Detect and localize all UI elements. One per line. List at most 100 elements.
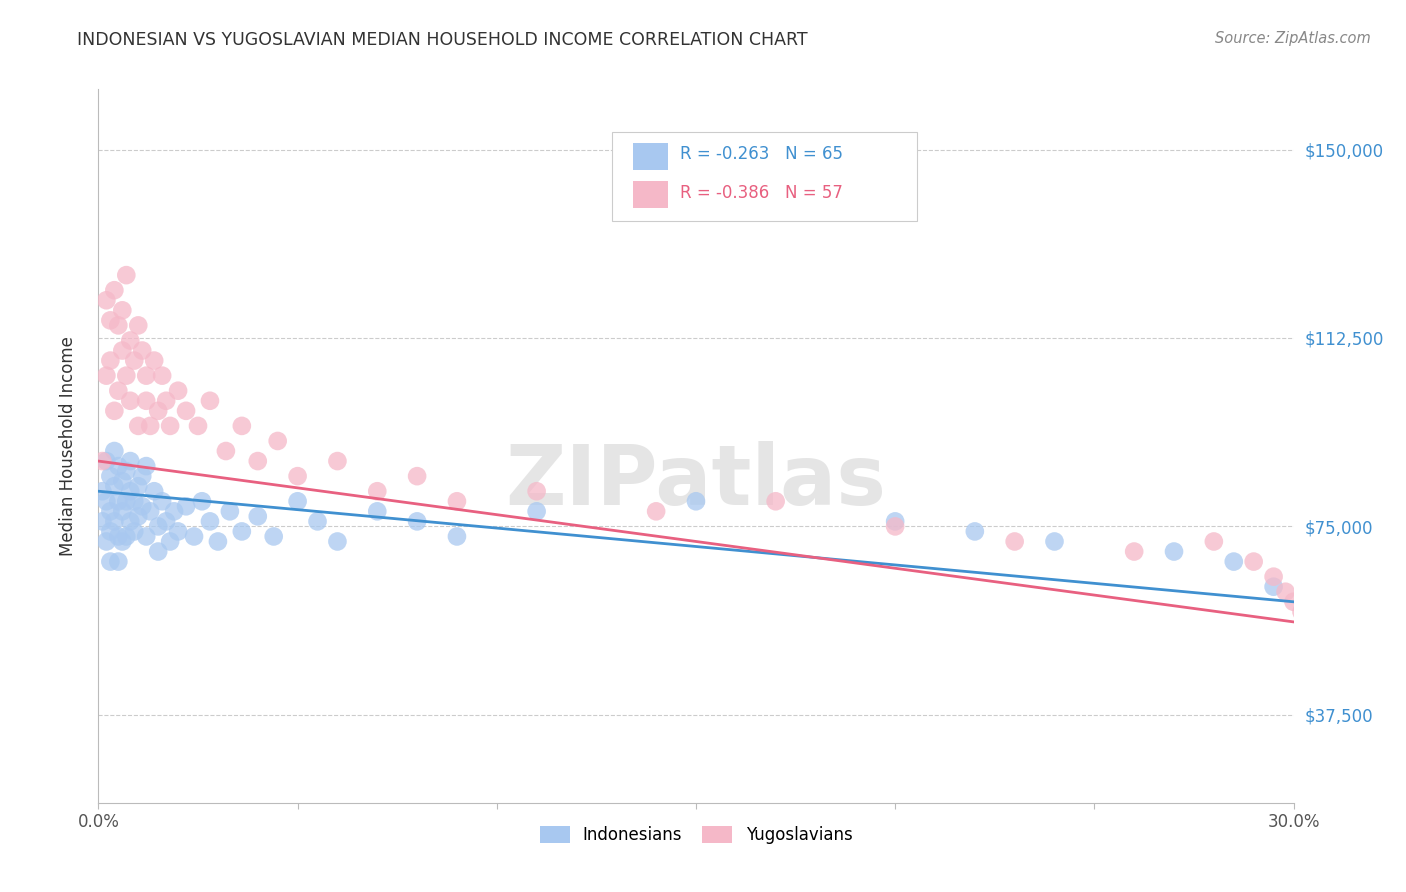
FancyBboxPatch shape <box>633 181 668 208</box>
Point <box>124 494 146 508</box>
Point <box>127 509 149 524</box>
Point <box>148 404 170 418</box>
Point <box>1343 670 1365 684</box>
Point <box>645 504 668 518</box>
Point <box>120 515 142 529</box>
Y-axis label: Median Household Income: Median Household Income <box>59 336 77 556</box>
Point <box>159 418 181 433</box>
Point <box>135 529 157 543</box>
Point <box>198 393 221 408</box>
FancyBboxPatch shape <box>613 132 917 221</box>
Point <box>1263 580 1285 594</box>
Point <box>155 515 177 529</box>
Point <box>1163 544 1185 558</box>
Point <box>406 469 429 483</box>
Point <box>219 504 242 518</box>
Point <box>127 418 149 433</box>
Point <box>446 529 468 543</box>
Point <box>139 418 162 433</box>
Point <box>96 494 118 508</box>
Point <box>135 393 157 408</box>
Point <box>287 469 309 483</box>
Point <box>287 494 309 508</box>
Point <box>111 343 134 358</box>
Point <box>526 484 548 499</box>
Point <box>1315 635 1337 649</box>
Point <box>143 353 166 368</box>
Point <box>246 454 269 468</box>
Point <box>111 474 134 488</box>
Point <box>167 524 190 539</box>
Point <box>107 529 129 543</box>
Point <box>267 434 290 448</box>
Point <box>150 494 173 508</box>
Point <box>115 464 138 478</box>
FancyBboxPatch shape <box>633 143 668 170</box>
Text: R = -0.386   N = 57: R = -0.386 N = 57 <box>681 184 844 202</box>
Point <box>96 454 118 468</box>
Point <box>1282 595 1305 609</box>
Text: Source: ZipAtlas.com: Source: ZipAtlas.com <box>1215 31 1371 46</box>
Point <box>215 444 238 458</box>
Point <box>1123 544 1146 558</box>
Point <box>1322 645 1344 659</box>
Point <box>135 459 157 474</box>
Text: INDONESIAN VS YUGOSLAVIAN MEDIAN HOUSEHOLD INCOME CORRELATION CHART: INDONESIAN VS YUGOSLAVIAN MEDIAN HOUSEHO… <box>77 31 808 49</box>
Point <box>91 454 114 468</box>
Point <box>1302 620 1324 634</box>
Point <box>131 500 153 514</box>
Point <box>103 283 125 297</box>
Point <box>120 484 142 499</box>
Point <box>103 515 125 529</box>
Point <box>103 479 125 493</box>
Point <box>96 293 118 308</box>
Point <box>406 515 429 529</box>
Point <box>98 555 122 569</box>
Point <box>124 524 146 539</box>
Point <box>107 555 129 569</box>
Point <box>91 484 114 499</box>
Point <box>115 529 138 543</box>
Point <box>366 484 388 499</box>
Point <box>326 454 349 468</box>
Point <box>526 504 548 518</box>
Point <box>1202 534 1225 549</box>
Point <box>207 534 229 549</box>
Point <box>159 534 181 549</box>
Point <box>91 515 114 529</box>
Point <box>1291 605 1313 619</box>
Point <box>148 519 170 533</box>
Point <box>884 519 907 533</box>
Text: ZIPatlas: ZIPatlas <box>506 442 886 522</box>
Point <box>96 534 118 549</box>
Point <box>231 418 253 433</box>
Point <box>884 515 907 529</box>
Point <box>963 524 986 539</box>
Point <box>1043 534 1066 549</box>
Point <box>446 494 468 508</box>
Point <box>163 504 186 518</box>
Point <box>98 469 122 483</box>
Point <box>167 384 190 398</box>
Point <box>307 515 329 529</box>
Point <box>103 444 125 458</box>
Point <box>231 524 253 539</box>
Point <box>96 368 118 383</box>
Point <box>98 504 122 518</box>
Point <box>107 494 129 508</box>
Point <box>115 368 138 383</box>
Point <box>187 418 209 433</box>
Point <box>98 524 122 539</box>
Point <box>111 504 134 518</box>
Point <box>124 353 146 368</box>
Point <box>115 268 138 282</box>
Point <box>1330 655 1353 669</box>
Point <box>174 500 197 514</box>
Point <box>115 494 138 508</box>
Point <box>366 504 388 518</box>
Point <box>155 393 177 408</box>
Point <box>1243 555 1265 569</box>
Point <box>120 393 142 408</box>
Point <box>120 454 142 468</box>
Point <box>111 534 134 549</box>
